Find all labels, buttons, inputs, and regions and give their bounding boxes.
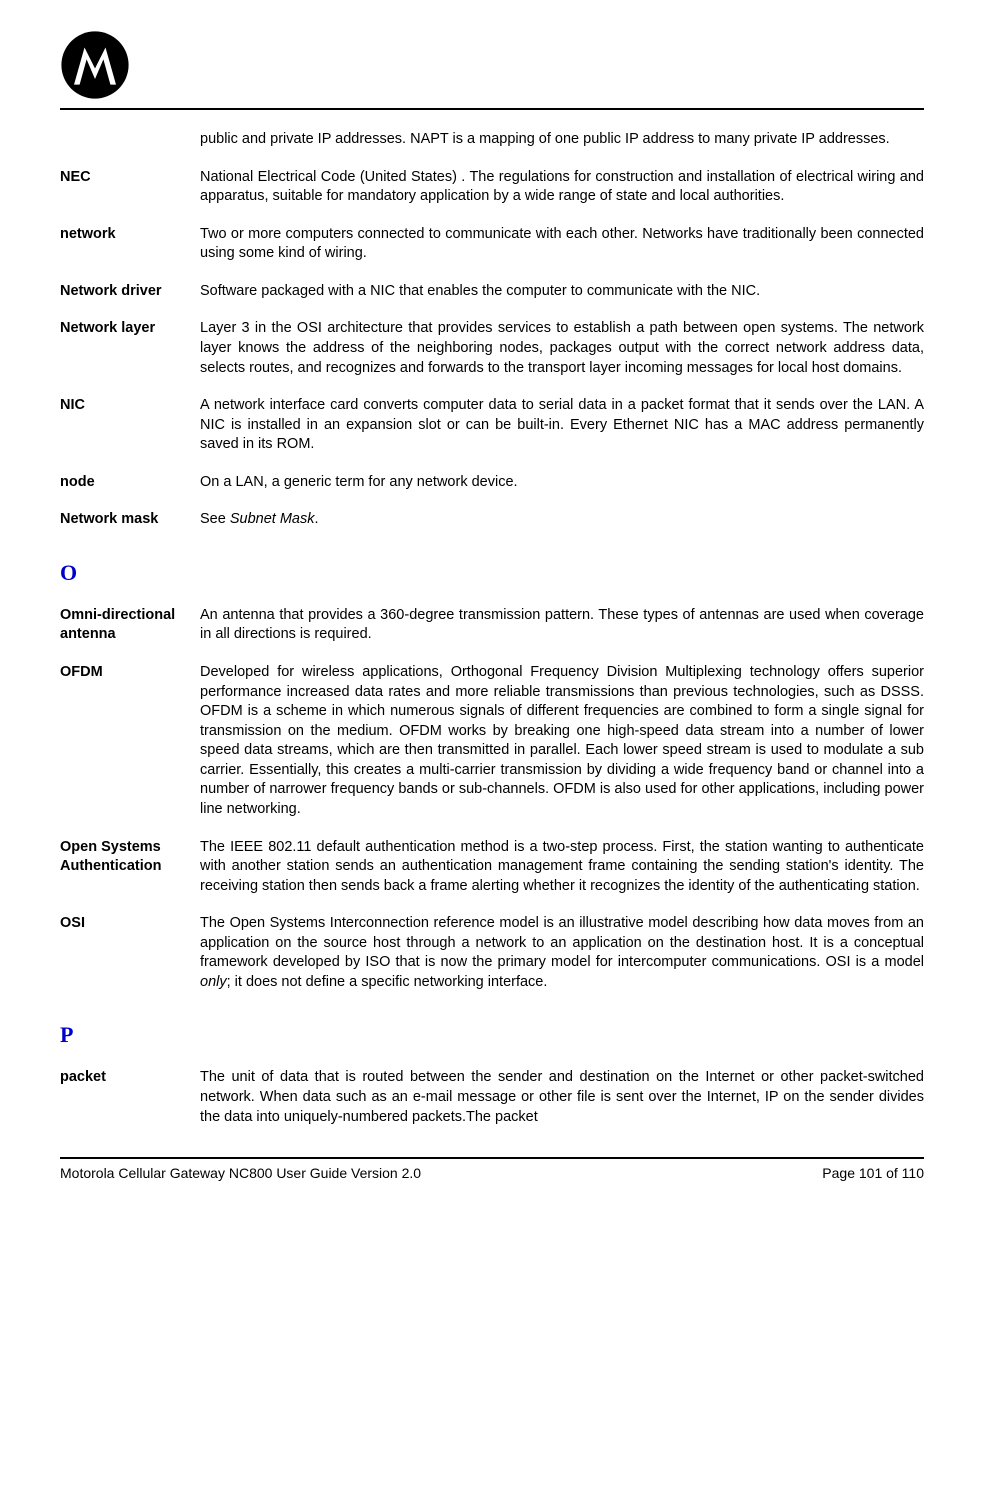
continued-definition: public and private IP addresses. NAPT is… bbox=[60, 130, 924, 150]
glossary-entry: Network driverSoftware packaged with a N… bbox=[60, 282, 924, 302]
glossary-term: OSI bbox=[60, 914, 200, 934]
glossary-entry: NECNational Electrical Code (United Stat… bbox=[60, 168, 924, 207]
glossary-term: packet bbox=[60, 1068, 200, 1088]
glossary-entry: networkTwo or more computers connected t… bbox=[60, 225, 924, 264]
glossary-definition: Developed for wireless applications, Ort… bbox=[200, 663, 924, 820]
glossary-definition: The Open Systems Interconnection referen… bbox=[200, 914, 924, 992]
glossary-term: node bbox=[60, 473, 200, 493]
glossary-term: OFDM bbox=[60, 663, 200, 683]
glossary-entry: OSI The Open Systems Interconnection ref… bbox=[60, 914, 924, 992]
section-heading-o: O bbox=[60, 560, 924, 586]
footer-left: Motorola Cellular Gateway NC800 User Gui… bbox=[60, 1165, 421, 1181]
glossary-entry: packetThe unit of data that is routed be… bbox=[60, 1068, 924, 1127]
glossary-entry: Network layerLayer 3 in the OSI architec… bbox=[60, 319, 924, 378]
glossary-entry: nodeOn a LAN, a generic term for any net… bbox=[60, 473, 924, 493]
motorola-logo-icon bbox=[60, 30, 130, 100]
glossary-term: Open Systems Authentication bbox=[60, 838, 200, 877]
glossary-definition: A network interface card converts comput… bbox=[200, 396, 924, 455]
glossary-term: Network layer bbox=[60, 319, 200, 339]
page-footer: Motorola Cellular Gateway NC800 User Gui… bbox=[60, 1157, 924, 1181]
glossary-definition: On a LAN, a generic term for any network… bbox=[200, 473, 924, 493]
glossary-definition: The IEEE 802.11 default authentication m… bbox=[200, 838, 924, 897]
glossary-term: Omni-directional antenna bbox=[60, 606, 200, 645]
glossary-definition: Software packaged with a NIC that enable… bbox=[200, 282, 924, 302]
glossary-entry: OFDMDeveloped for wireless applications,… bbox=[60, 663, 924, 820]
glossary-definition: See Subnet Mask. bbox=[200, 510, 924, 530]
glossary-entry: NICA network interface card converts com… bbox=[60, 396, 924, 455]
glossary-term: NEC bbox=[60, 168, 200, 188]
glossary-definition: Layer 3 in the OSI architecture that pro… bbox=[200, 319, 924, 378]
glossary-definition: An antenna that provides a 360-degree tr… bbox=[200, 606, 924, 645]
glossary-term: NIC bbox=[60, 396, 200, 416]
glossary-entry: Omni-directional antennaAn antenna that … bbox=[60, 606, 924, 645]
glossary-entry: Network mask See Subnet Mask. bbox=[60, 510, 924, 530]
page-header bbox=[60, 30, 924, 110]
glossary-definition: National Electrical Code (United States)… bbox=[200, 168, 924, 207]
glossary-term: Network mask bbox=[60, 510, 200, 530]
glossary-definition: The unit of data that is routed between … bbox=[200, 1068, 924, 1127]
glossary-term: Network driver bbox=[60, 282, 200, 302]
section-heading-p: P bbox=[60, 1022, 924, 1048]
glossary-entry: Open Systems AuthenticationThe IEEE 802.… bbox=[60, 838, 924, 897]
footer-right: Page 101 of 110 bbox=[822, 1165, 924, 1181]
glossary-term: network bbox=[60, 225, 200, 245]
glossary-definition: Two or more computers connected to commu… bbox=[200, 225, 924, 264]
page-content: public and private IP addresses. NAPT is… bbox=[60, 130, 924, 1127]
